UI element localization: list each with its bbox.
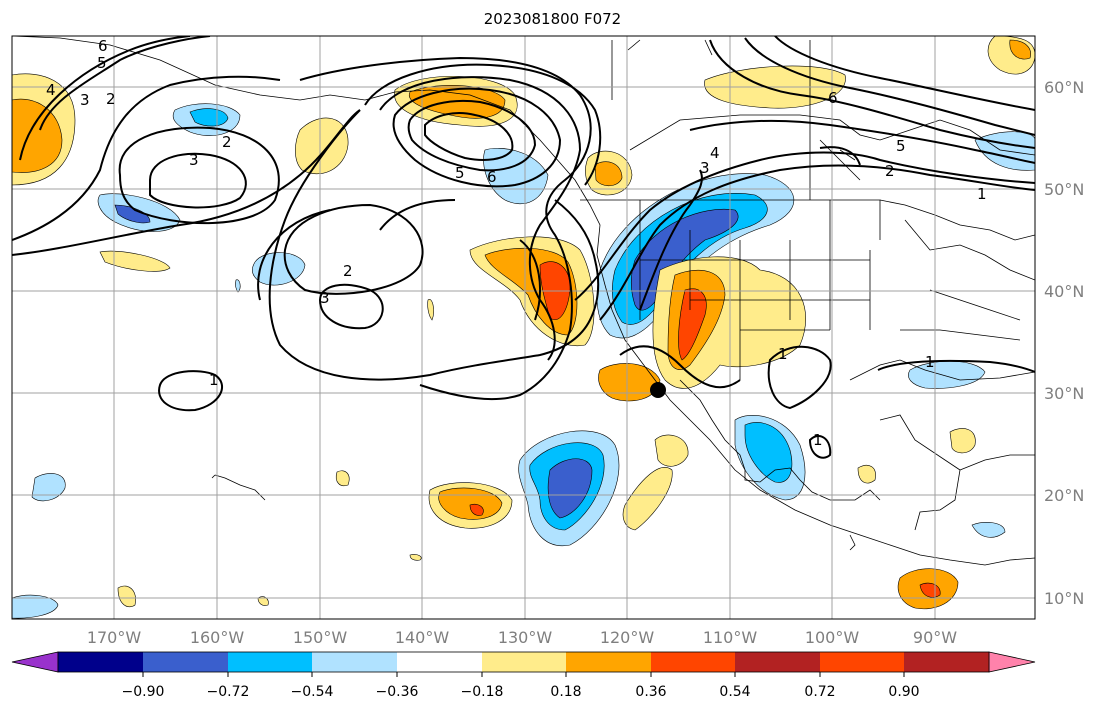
colorbar-segment (566, 652, 651, 672)
colorbar-tick-label: 0.36 (635, 684, 666, 700)
lat-tick-label: 50°N (1044, 180, 1084, 199)
map-frame (11, 35, 1036, 620)
lon-axis: 170°W 160°W 150°W 140°W 130°W 120°W 110°… (87, 628, 957, 647)
contour-labels: 6 5 4 3 2 2 3 2 3 1 5 6 4 3 6 5 2 1 1 1 … (46, 37, 987, 449)
contour-label: 2 (885, 162, 895, 180)
colorbar-segment (58, 652, 143, 672)
colorbar-segment (820, 652, 904, 672)
colorbar-segment (397, 652, 482, 672)
lon-tick-label: 150°W (293, 628, 348, 647)
lat-axis: 60°N 50°N 40°N 30°N 20°N 10°N (1044, 78, 1084, 608)
lon-tick-label: 140°W (395, 628, 450, 647)
colorbar-segment (143, 652, 228, 672)
lon-tick-label: 170°W (87, 628, 142, 647)
lon-tick-label: 100°W (805, 628, 860, 647)
contour-label: 6 (98, 37, 108, 55)
contour-label: 2 (222, 133, 232, 151)
colorbar-tick-label: −0.90 (122, 684, 165, 700)
contour-label: 5 (896, 137, 906, 155)
contour-label: 5 (455, 164, 465, 182)
colorbar-tick-label: −0.36 (376, 684, 419, 700)
contour-label: 1 (778, 345, 788, 363)
colorbar: −0.90 −0.72 −0.54 −0.36 −0.18 0.18 0.36 … (11, 651, 1036, 700)
colorbar-tick-label: −0.54 (291, 684, 334, 700)
contour-label: 4 (46, 81, 56, 99)
contour-label: 1 (209, 371, 219, 389)
colorbar-segment (482, 652, 566, 672)
anomaly-shading (12, 36, 1035, 619)
lat-tick-label: 60°N (1044, 78, 1084, 97)
contour-label: 6 (828, 89, 838, 107)
colorbar-segment (904, 652, 989, 672)
colorbar-tick-label: −0.72 (207, 684, 250, 700)
contour-label: 4 (710, 144, 720, 162)
contour-label: 6 (487, 168, 497, 186)
contour-label: 2 (106, 90, 116, 108)
contour-label: 1 (813, 431, 823, 449)
location-marker (650, 382, 666, 398)
lon-tick-label: 160°W (190, 628, 245, 647)
contour-label: 5 (97, 54, 107, 72)
lat-tick-label: 10°N (1044, 589, 1084, 608)
contour-label: 1 (925, 353, 935, 371)
lat-tick-label: 20°N (1044, 486, 1084, 505)
colorbar-extend-min (11, 651, 59, 673)
colorbar-tick-label: 0.18 (550, 684, 581, 700)
height-contours (12, 36, 1035, 459)
colorbar-segment (312, 652, 397, 672)
contour-label: 3 (189, 151, 199, 169)
lat-tick-label: 40°N (1044, 282, 1084, 301)
lat-tick-label: 30°N (1044, 384, 1084, 403)
colorbar-tick-label: 0.72 (804, 684, 835, 700)
contour-label: 1 (977, 185, 987, 203)
lon-tick-label: 90°W (913, 628, 957, 647)
contour-label: 3 (320, 289, 330, 307)
contour-label: 3 (80, 91, 90, 109)
colorbar-segment (651, 652, 735, 672)
coastlines (12, 36, 1035, 566)
map-title: 2023081800 F072 (483, 10, 622, 28)
colorbar-segment (228, 652, 312, 672)
contour-label: 2 (343, 262, 353, 280)
colorbar-tick-label: −0.18 (461, 684, 504, 700)
contour-label: 3 (700, 159, 710, 177)
lon-tick-label: 110°W (703, 628, 758, 647)
lon-tick-label: 130°W (498, 628, 553, 647)
colorbar-tick-label: 0.54 (719, 684, 750, 700)
colorbar-extend-max (988, 651, 1036, 673)
lon-tick-label: 120°W (600, 628, 655, 647)
map-panel: 6 5 4 3 2 2 3 2 3 1 5 6 4 3 6 5 2 1 1 1 … (12, 36, 1035, 619)
colorbar-segment (735, 652, 820, 672)
colorbar-tick-label: 0.90 (888, 684, 919, 700)
